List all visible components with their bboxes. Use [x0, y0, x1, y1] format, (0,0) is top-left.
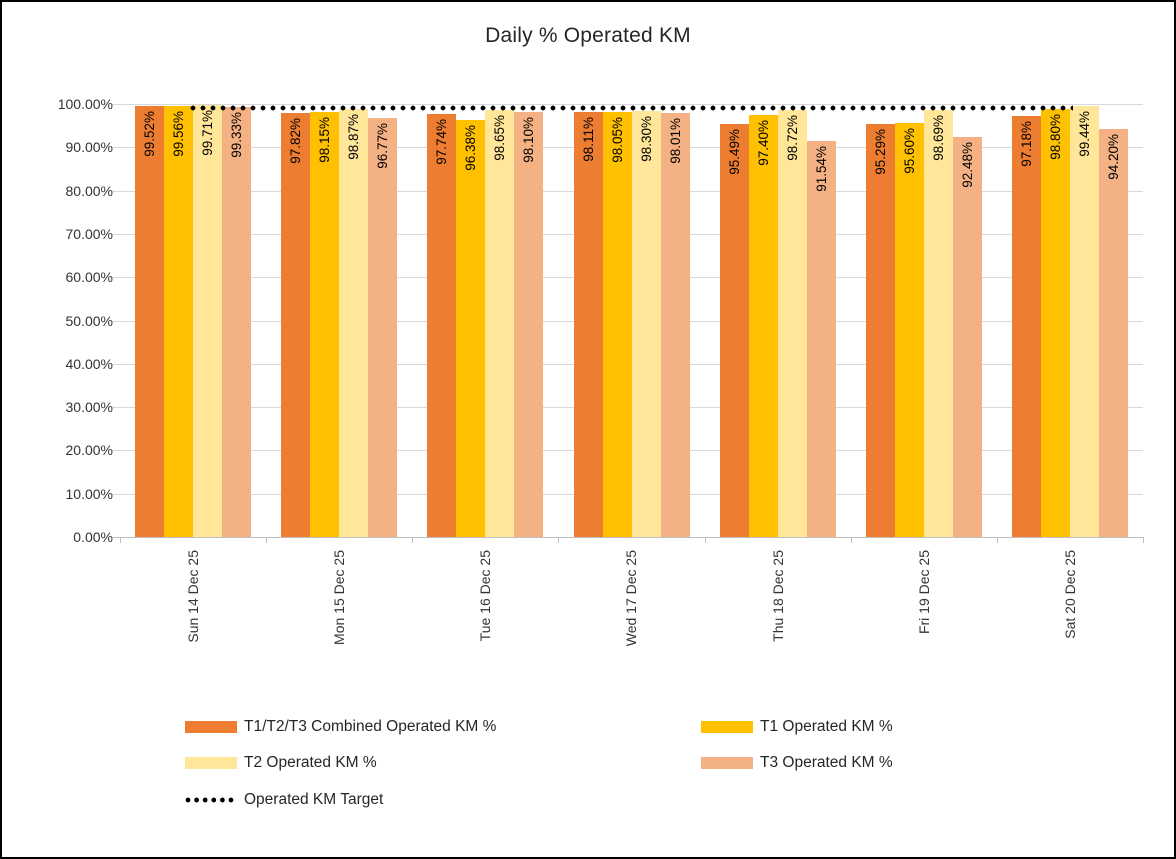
x-axis-tick	[120, 537, 121, 543]
y-axis-tick-label: 50.00%	[65, 312, 113, 329]
legend-item-target: Operated KM Target	[185, 791, 383, 809]
x-axis-category-label-text: Sat 20 Dec 25	[1061, 550, 1078, 639]
y-axis-tick-label: 60.00%	[65, 269, 113, 286]
t1-series-swatch	[701, 721, 753, 733]
x-axis-category-label: Thu 18 Dec 25	[705, 550, 851, 670]
x-axis-category-label: Sat 20 Dec 25	[997, 550, 1143, 670]
legend-label: T2 Operated KM %	[244, 754, 377, 771]
x-axis-category-label-text: Tue 16 Dec 25	[477, 550, 494, 642]
x-axis-line	[112, 537, 1143, 538]
t1-operated-km-bar	[602, 112, 632, 537]
plot-area: 0.00% 10.00% 20.00% 30.00% 40.00% 50.00% 60.00…	[58, 96, 1144, 646]
t2-operated-km-bar	[1069, 106, 1099, 537]
t2-operated-km-bar	[923, 109, 953, 537]
legend-item-combined: T1/T2/T3 Combined Operated KM %	[185, 718, 496, 736]
x-axis-category-label-text: Wed 17 Dec 25	[623, 550, 640, 647]
t2-operated-km-bar	[485, 109, 515, 537]
t1-operated-km-bar	[748, 115, 778, 537]
t3-operated-km-bar	[1098, 129, 1128, 537]
t1-operated-km-bar	[310, 112, 340, 537]
y-axis-tick-label: 80.00%	[65, 182, 113, 199]
t1-t2-t3-combined-operated-km-bar	[135, 106, 165, 537]
x-axis-category-label-text: Fri 19 Dec 25	[915, 550, 932, 635]
t1-operated-km-bar	[894, 123, 924, 537]
t2-operated-km-bar	[777, 109, 807, 537]
legend-item-t2: T2 Operated KM %	[185, 754, 377, 772]
x-axis-category-label: Sun 14 Dec 25	[120, 550, 266, 670]
y-axis-tick-label: 100.00%	[57, 96, 113, 112]
x-axis-tick	[558, 537, 560, 543]
t1-operated-km-bar	[1040, 109, 1070, 537]
t1-operated-km-bar	[164, 105, 194, 537]
target-line	[190, 105, 1073, 112]
y-axis-tick-label: 20.00%	[65, 442, 113, 459]
t3-series-swatch	[701, 757, 753, 769]
x-axis-tick	[850, 537, 852, 543]
x-axis-category-label: Mon 15 Dec 25	[266, 550, 412, 670]
y-axis-tick-label: 30.00%	[65, 399, 113, 416]
t3-operated-km-bar	[660, 112, 690, 537]
target-line-swatch	[185, 797, 237, 803]
x-axis-tick	[412, 537, 414, 543]
x-axis-category-label-text: Thu 18 Dec 25	[769, 550, 786, 642]
x-axis-tick	[1143, 537, 1144, 543]
x-axis-tick	[266, 537, 268, 543]
t3-operated-km-bar	[222, 106, 252, 537]
x-axis-category-label: Wed 17 Dec 25	[558, 550, 704, 670]
t1-t2-t3-combined-operated-km-bar	[865, 124, 895, 537]
legend-label: T1/T2/T3 Combined Operated KM %	[244, 718, 497, 735]
y-axis-tick-label: 0.00%	[73, 529, 113, 545]
t2-series-swatch	[185, 757, 237, 769]
t3-operated-km-bar	[368, 118, 398, 537]
legend-label: T1 Operated KM %	[760, 718, 893, 735]
combined-series-swatch	[185, 721, 237, 733]
t1-t2-t3-combined-operated-km-bar	[719, 123, 749, 537]
y-axis-tick-label: 10.00%	[65, 485, 113, 502]
t3-operated-km-bar	[514, 112, 544, 537]
x-axis-category-label-text: Sun 14 Dec 25	[185, 550, 202, 643]
y-gridline	[112, 104, 1143, 105]
t1-t2-t3-combined-operated-km-bar	[1011, 116, 1041, 537]
t2-operated-km-bar	[631, 111, 661, 537]
y-axis-tick-label: 90.00%	[65, 139, 113, 156]
x-axis-category-label-text: Mon 15 Dec 25	[331, 550, 348, 645]
x-axis-category-label: Tue 16 Dec 25	[412, 550, 558, 670]
t3-operated-km-bar	[806, 140, 836, 537]
y-axis-tick-label: 70.00%	[65, 225, 113, 242]
t2-operated-km-bar	[339, 108, 369, 537]
legend-label: T3 Operated KM %	[760, 754, 893, 771]
t1-t2-t3-combined-operated-km-bar	[281, 113, 311, 537]
legend-item-t1: T1 Operated KM %	[701, 718, 893, 736]
t1-t2-t3-combined-operated-km-bar	[573, 112, 603, 537]
t3-operated-km-bar	[952, 136, 982, 537]
legend-label: Operated KM Target	[244, 791, 384, 808]
t1-operated-km-bar	[456, 119, 486, 537]
t1-t2-t3-combined-operated-km-bar	[427, 113, 457, 537]
chart-title: Daily % Operated KM	[485, 24, 691, 47]
x-axis-category-label: Fri 19 Dec 25	[851, 550, 997, 670]
y-axis-tick-label: 40.00%	[65, 355, 113, 372]
x-axis-tick	[996, 537, 998, 543]
t2-operated-km-bar	[193, 105, 223, 537]
legend-item-t3: T3 Operated KM %	[701, 754, 893, 772]
x-axis-tick	[704, 537, 706, 543]
